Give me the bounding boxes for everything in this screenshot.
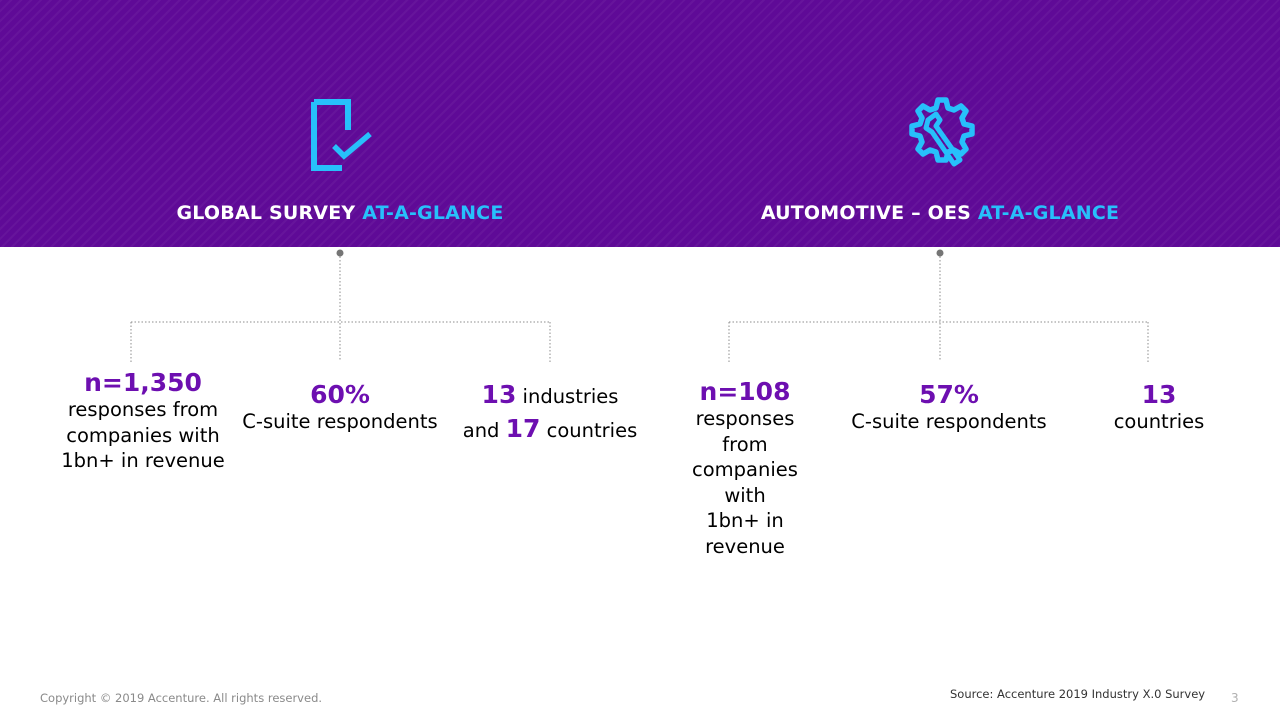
gear-wrench-icon (909, 97, 975, 167)
title-main: AUTOMOTIVE – OES (760, 202, 972, 224)
copyright-text: Copyright © 2019 Accenture. All rights r… (40, 691, 323, 705)
section-title-automotive-oes: AUTOMOTIVE – OES AT-A-GLANCE (620, 202, 1260, 224)
title-accent: AT-A-GLANCE (362, 202, 504, 224)
stat-text: and (462, 419, 506, 442)
title-main: GLOBAL SURVEY (176, 202, 356, 224)
stat-line: revenue (705, 534, 785, 558)
stat-line: with (724, 483, 766, 507)
page-number: 3 (1231, 691, 1239, 705)
stat-automotive-responses: n=108 responses from companies with 1bn+… (665, 377, 825, 559)
stat-global-industries-countries: 13 industries and 17 countries (450, 379, 650, 447)
stat-text: countries (540, 419, 638, 442)
title-accent: AT-A-GLANCE (977, 202, 1120, 224)
stat-value: 57% (919, 380, 979, 409)
section-title-global-survey: GLOBAL SURVEY AT-A-GLANCE (20, 202, 660, 224)
stat-global-responses: n=1,350 responses from companies with 1b… (43, 368, 243, 474)
stat-line: companies with (66, 423, 220, 447)
stat-automotive-csuite: 57% C-suite respondents (839, 380, 1059, 435)
document-check-icon (311, 99, 372, 171)
stat-line: from (722, 432, 768, 456)
stat-value: 17 (505, 414, 541, 443)
header-banner (0, 0, 1280, 247)
stat-line: C-suite respondents (242, 410, 438, 433)
stat-value: n=1,350 (84, 368, 202, 397)
stat-line: 1bn+ in (706, 509, 784, 532)
stat-text: industries (516, 385, 619, 408)
stat-line: companies (692, 458, 798, 481)
stat-automotive-countries: 13 countries (1089, 380, 1229, 435)
stat-line: countries (1113, 410, 1205, 433)
stat-value: n=108 (699, 377, 791, 406)
stat-value: 60% (310, 380, 370, 409)
stat-line: 1bn+ in revenue (61, 449, 225, 472)
stat-line: C-suite respondents (851, 410, 1047, 433)
stat-line: responses (695, 407, 795, 430)
stat-value: 13 (1141, 380, 1177, 409)
stat-line: responses from (67, 398, 219, 421)
stat-global-csuite: 60% C-suite respondents (230, 380, 450, 435)
source-text: Source: Accenture 2019 Industry X.0 Surv… (950, 687, 1206, 701)
connector-node (936, 249, 944, 257)
stat-value: 13 (481, 380, 517, 409)
connector-node (336, 249, 344, 257)
